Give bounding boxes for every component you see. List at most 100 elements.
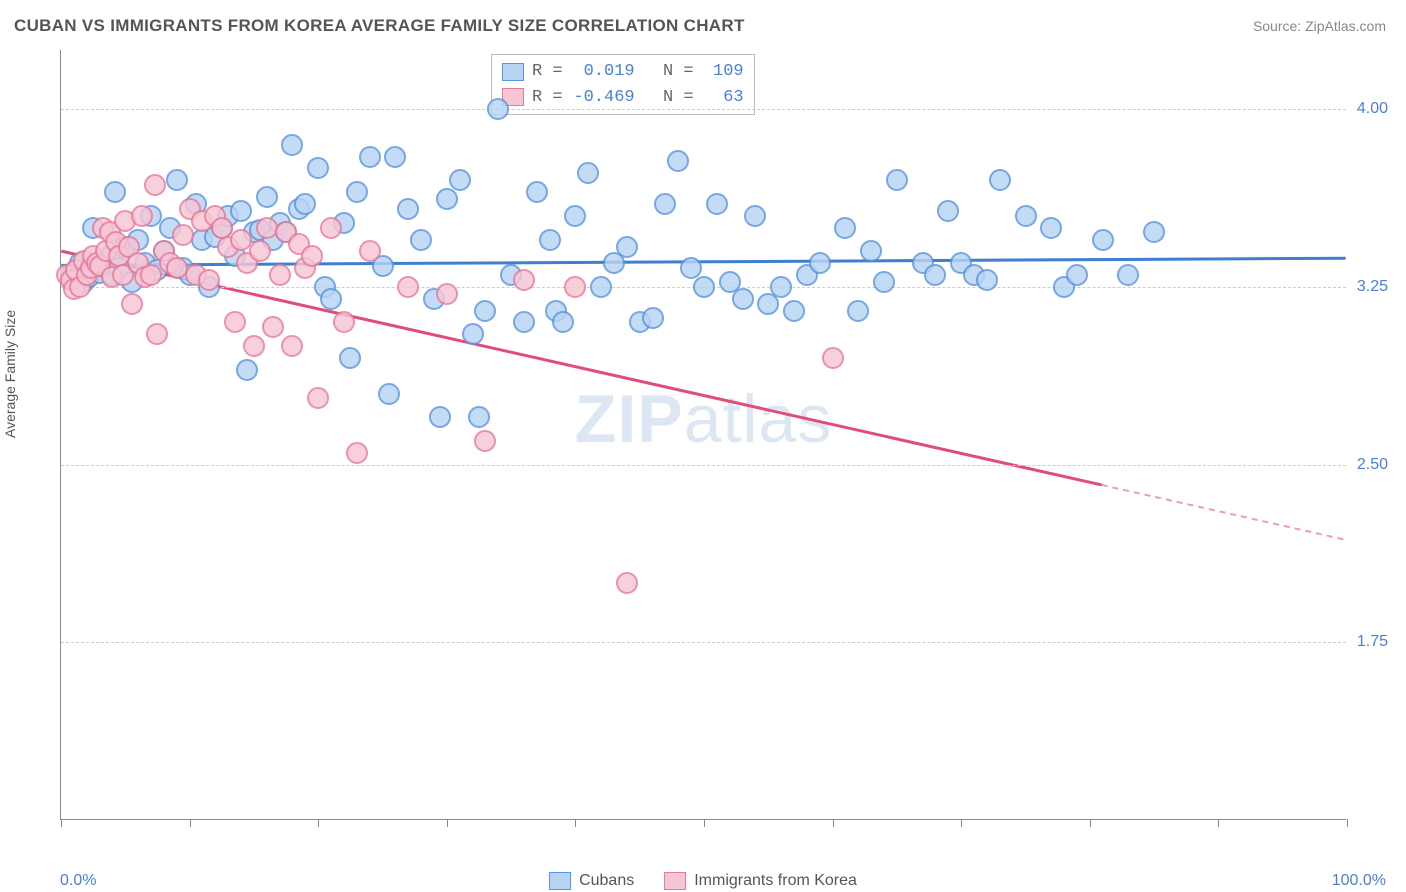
scatter-point bbox=[539, 229, 561, 251]
scatter-point bbox=[320, 288, 342, 310]
x-tick-mark bbox=[318, 819, 319, 827]
scatter-point bbox=[809, 252, 831, 274]
scatter-point bbox=[1117, 264, 1139, 286]
stats-r-value: -0.469 bbox=[571, 85, 635, 111]
scatter-point bbox=[693, 276, 715, 298]
scatter-point bbox=[590, 276, 612, 298]
scatter-point bbox=[616, 236, 638, 258]
y-axis-label: Average Family Size bbox=[2, 310, 18, 438]
correlation-stats-box: R =0.019 N =109R = -0.469 N = 63 bbox=[491, 54, 755, 115]
stats-r-label: R = bbox=[532, 85, 563, 111]
scatter-point bbox=[860, 240, 882, 262]
scatter-point bbox=[474, 430, 496, 452]
scatter-point bbox=[667, 150, 689, 172]
scatter-point bbox=[131, 205, 153, 227]
scatter-point bbox=[462, 323, 484, 345]
scatter-point bbox=[436, 283, 458, 305]
y-tick-label: 4.00 bbox=[1357, 100, 1388, 118]
scatter-point bbox=[269, 264, 291, 286]
y-tick-label: 3.25 bbox=[1357, 278, 1388, 296]
scatter-point bbox=[1066, 264, 1088, 286]
x-tick-mark bbox=[704, 819, 705, 827]
scatter-point bbox=[1092, 229, 1114, 251]
scatter-point bbox=[436, 188, 458, 210]
scatter-point bbox=[468, 406, 490, 428]
scatter-point bbox=[166, 169, 188, 191]
scatter-point bbox=[744, 205, 766, 227]
scatter-point bbox=[320, 217, 342, 239]
source-attribution: Source: ZipAtlas.com bbox=[1253, 18, 1386, 34]
scatter-point bbox=[307, 157, 329, 179]
scatter-point bbox=[873, 271, 895, 293]
trendlines-svg bbox=[61, 50, 1346, 819]
scatter-point bbox=[144, 174, 166, 196]
scatter-point bbox=[564, 276, 586, 298]
scatter-point bbox=[333, 311, 355, 333]
scatter-point bbox=[281, 335, 303, 357]
scatter-point bbox=[783, 300, 805, 322]
stats-row: R = -0.469 N = 63 bbox=[502, 85, 744, 111]
x-tick-mark bbox=[575, 819, 576, 827]
chart-title: CUBAN VS IMMIGRANTS FROM KOREA AVERAGE F… bbox=[14, 16, 745, 36]
scatter-point bbox=[706, 193, 728, 215]
scatter-point bbox=[256, 186, 278, 208]
scatter-point bbox=[732, 288, 754, 310]
scatter-point bbox=[397, 198, 419, 220]
scatter-point bbox=[346, 442, 368, 464]
scatter-point bbox=[1143, 221, 1165, 243]
scatter-point bbox=[526, 181, 548, 203]
y-tick-label: 2.50 bbox=[1357, 456, 1388, 474]
scatter-point bbox=[410, 229, 432, 251]
gridline-horizontal bbox=[61, 109, 1346, 110]
legend-swatch bbox=[549, 872, 571, 890]
scatter-point bbox=[224, 311, 246, 333]
stats-n-label: N = bbox=[643, 85, 694, 111]
scatter-point bbox=[294, 193, 316, 215]
x-tick-mark bbox=[190, 819, 191, 827]
stats-row: R =0.019 N =109 bbox=[502, 59, 744, 85]
plot-area: ZIPatlas R =0.019 N =109R = -0.469 N = 63 bbox=[60, 50, 1346, 820]
scatter-point bbox=[680, 257, 702, 279]
scatter-point bbox=[198, 269, 220, 291]
scatter-point bbox=[104, 181, 126, 203]
scatter-point bbox=[307, 387, 329, 409]
scatter-point bbox=[230, 200, 252, 222]
scatter-point bbox=[429, 406, 451, 428]
bottom-legend: Cubans Immigrants from Korea bbox=[549, 872, 857, 890]
x-tick-mark bbox=[447, 819, 448, 827]
scatter-point bbox=[886, 169, 908, 191]
scatter-point bbox=[449, 169, 471, 191]
legend-item: Immigrants from Korea bbox=[664, 872, 857, 890]
scatter-point bbox=[346, 181, 368, 203]
scatter-point bbox=[513, 269, 535, 291]
scatter-point bbox=[513, 311, 535, 333]
legend-item: Cubans bbox=[549, 872, 634, 890]
scatter-point bbox=[359, 240, 381, 262]
legend-label: Cubans bbox=[579, 872, 634, 890]
scatter-point bbox=[822, 347, 844, 369]
watermark: ZIPatlas bbox=[575, 380, 832, 458]
stats-r-value: 0.019 bbox=[571, 59, 635, 85]
scatter-point bbox=[989, 169, 1011, 191]
scatter-point bbox=[359, 146, 381, 168]
scatter-point bbox=[924, 264, 946, 286]
scatter-point bbox=[140, 264, 162, 286]
x-tick-mark bbox=[1090, 819, 1091, 827]
scatter-point bbox=[976, 269, 998, 291]
legend-label: Immigrants from Korea bbox=[694, 872, 857, 890]
scatter-point bbox=[487, 98, 509, 120]
scatter-point bbox=[243, 335, 265, 357]
trendline-dashed bbox=[1102, 485, 1346, 540]
gridline-horizontal bbox=[61, 642, 1346, 643]
scatter-point bbox=[564, 205, 586, 227]
y-tick-label: 1.75 bbox=[1357, 633, 1388, 651]
stats-n-value: 63 bbox=[702, 85, 744, 111]
scatter-point bbox=[281, 134, 303, 156]
scatter-point bbox=[256, 217, 278, 239]
legend-swatch bbox=[502, 63, 524, 81]
scatter-point bbox=[770, 276, 792, 298]
scatter-point bbox=[249, 240, 271, 262]
legend-swatch bbox=[664, 872, 686, 890]
scatter-point bbox=[1040, 217, 1062, 239]
watermark-light: atlas bbox=[684, 381, 833, 457]
